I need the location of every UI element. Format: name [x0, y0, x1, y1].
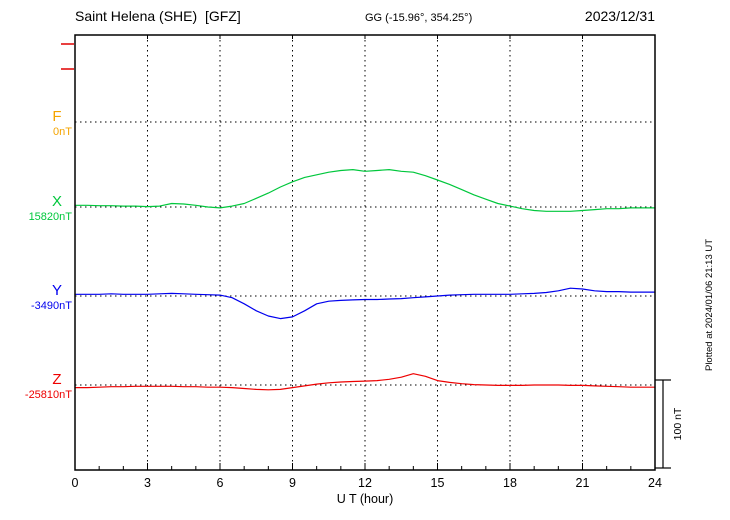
scale-bar-label: 100 nT: [672, 407, 684, 440]
x-tick-label-18: 18: [503, 476, 517, 490]
left-scale-ticks: [61, 43, 74, 70]
trace-X: [74, 169, 656, 212]
plotted-at-note: Plotted at 2024/01/06 21:13 UT: [704, 239, 715, 371]
series-letter-F: F: [52, 108, 61, 125]
gridlines: [75, 35, 655, 470]
series-baseline-value-Y: -3490nT: [31, 300, 72, 312]
x-tick-label-21: 21: [576, 476, 590, 490]
x-tick-labels: 0 3 6 9 12 15 18 21 24: [72, 476, 662, 490]
series-letter-Z: Z: [52, 371, 61, 388]
plot-date: 2023/12/31: [584, 8, 655, 24]
x-tick-label-3: 3: [144, 476, 151, 490]
trace-Y: [74, 287, 656, 320]
series-baseline-value-Z: -25810nT: [25, 389, 72, 401]
series-letter-Y: Y: [52, 282, 62, 299]
series-baseline-value-F: 0nT: [53, 126, 72, 138]
x-tick-label-15: 15: [431, 476, 445, 490]
axis-ticks: [74, 35, 656, 470]
x-tick-label-24: 24: [648, 476, 662, 490]
x-tick-label-9: 9: [289, 476, 296, 490]
scale-bar: 100 nT: [655, 379, 684, 469]
series-letter-X: X: [52, 193, 62, 210]
x-tick-label-0: 0: [72, 476, 79, 490]
traces: [74, 169, 656, 391]
x-tick-label-12: 12: [358, 476, 372, 490]
trace-Z: [74, 373, 656, 391]
station-coordinates: GG (-15.96°, 354.25°): [365, 12, 473, 24]
series-baseline-value-X: 15820nT: [29, 211, 73, 223]
x-tick-label-6: 6: [217, 476, 224, 490]
station-title: Saint Helena (SHE) [GFZ]: [75, 8, 241, 24]
x-axis-label: U T (hour): [337, 492, 394, 506]
